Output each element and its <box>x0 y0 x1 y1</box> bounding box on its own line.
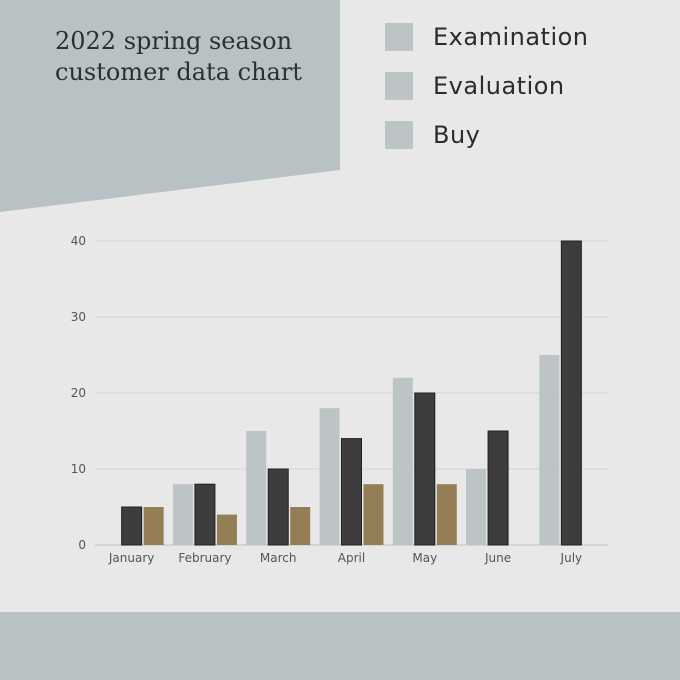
bar <box>216 514 237 545</box>
bar <box>539 355 560 545</box>
y-tick-label: 0 <box>78 538 86 552</box>
bar <box>290 507 311 545</box>
bar <box>194 483 216 546</box>
x-tick-label: March <box>260 551 297 565</box>
chart-title: 2022 spring season customer data chart <box>55 27 302 86</box>
bar <box>319 408 340 545</box>
bar <box>246 431 267 545</box>
legend-label: Buy <box>433 120 481 149</box>
bar <box>560 240 582 546</box>
legend: Examination Evaluation Buy <box>385 22 589 169</box>
legend-item-examination: Examination <box>385 22 589 51</box>
bar <box>267 468 289 546</box>
bar <box>436 484 457 545</box>
legend-swatch <box>385 71 413 100</box>
bar <box>363 484 384 545</box>
bar <box>414 392 436 546</box>
footer-band <box>0 612 680 680</box>
x-tick-label: June <box>484 551 511 565</box>
legend-swatch <box>385 22 413 51</box>
y-tick-label: 40 <box>71 234 86 248</box>
legend-label: Examination <box>433 22 589 51</box>
y-tick-label: 20 <box>71 386 86 400</box>
bar <box>392 377 413 545</box>
legend-item-evaluation: Evaluation <box>385 71 589 100</box>
bar <box>487 430 509 546</box>
legend-label: Evaluation <box>433 71 565 100</box>
y-tick-label: 30 <box>71 310 86 324</box>
legend-swatch <box>385 120 413 149</box>
x-tick-label: July <box>560 551 583 565</box>
x-tick-label: May <box>412 551 437 565</box>
legend-item-buy: Buy <box>385 120 589 149</box>
title-panel <box>0 0 340 212</box>
x-tick-label: February <box>178 551 231 565</box>
x-tick-label: April <box>338 551 365 565</box>
bar <box>172 484 193 545</box>
bar <box>121 506 143 546</box>
bar <box>143 507 164 545</box>
bar <box>466 469 487 545</box>
y-tick-label: 10 <box>71 462 86 476</box>
x-tick-label: January <box>108 551 155 565</box>
bar <box>341 438 362 546</box>
